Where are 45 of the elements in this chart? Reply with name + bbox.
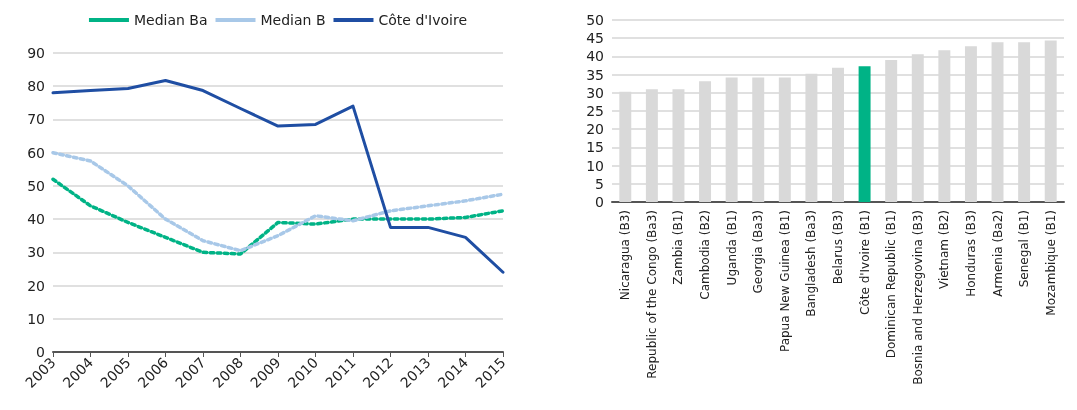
y-tick-label: 40 xyxy=(27,211,45,228)
y-tick-label: 50 xyxy=(27,177,45,194)
x-tick-label: Georgia (Ba3) xyxy=(751,210,766,294)
x-tick-label: Vietnam (B2) xyxy=(937,210,952,290)
x-tick-label: Mozambique (B1) xyxy=(1043,210,1058,316)
y-tick-label: 30 xyxy=(27,244,45,261)
x-tick-label: Côte d'Ivoire (B1) xyxy=(857,210,872,315)
y-tick-label: 50 xyxy=(586,12,604,28)
legend-label: Côte d'Ivoire xyxy=(378,12,468,28)
bar xyxy=(858,66,871,202)
x-tick-label: Bosnia and Herzegovina (B3) xyxy=(910,210,925,385)
x-tick-label: Bangladesh (Ba3) xyxy=(804,210,819,317)
x-tick-label: Zambia (B1) xyxy=(671,210,686,285)
y-tick-label: 5 xyxy=(595,175,604,192)
y-tick-label: 60 xyxy=(27,144,45,161)
y-tick-label: 70 xyxy=(27,111,45,128)
x-tick-label: Armenia (Ba2) xyxy=(990,210,1005,297)
y-tick-label: 10 xyxy=(586,157,604,174)
y-tick-label: 0 xyxy=(595,194,604,210)
legend-label: Median Ba xyxy=(133,12,208,28)
line-series xyxy=(51,177,505,256)
x-tick-label: Honduras (B3) xyxy=(963,210,978,297)
x-tick-label: Nicaragua (B3) xyxy=(618,210,633,301)
legend-label: Median B xyxy=(260,12,326,28)
y-tick-label: 15 xyxy=(586,139,604,156)
x-tick-label: Cambodia (B2) xyxy=(698,210,713,300)
y-tick-label: 35 xyxy=(586,66,604,83)
x-tick-label: Papua New Guinea (B1) xyxy=(777,210,792,353)
y-tick-label: 20 xyxy=(586,121,604,138)
y-tick-label: 45 xyxy=(586,30,604,47)
x-tick-label: Uganda (B1) xyxy=(724,210,739,286)
y-tick-label: 0 xyxy=(36,344,45,360)
y-tick-label: 80 xyxy=(27,78,45,95)
y-tick-label: 25 xyxy=(586,103,604,119)
y-tick-label: 40 xyxy=(586,48,604,65)
x-tick-label: Dominican Republic (B1) xyxy=(884,210,899,359)
line-series xyxy=(51,150,505,253)
y-tick-label: 30 xyxy=(586,84,604,101)
x-tick-label: Republic of the Congo (Ba3) xyxy=(644,210,659,379)
y-tick-label: 90 xyxy=(27,45,45,61)
x-tick-label: Senegal (B1) xyxy=(1017,210,1032,288)
line-series xyxy=(51,79,505,274)
y-tick-label: 10 xyxy=(27,310,45,327)
y-tick-label: 20 xyxy=(27,277,45,294)
x-tick-label: Belarus (B3) xyxy=(831,210,845,285)
